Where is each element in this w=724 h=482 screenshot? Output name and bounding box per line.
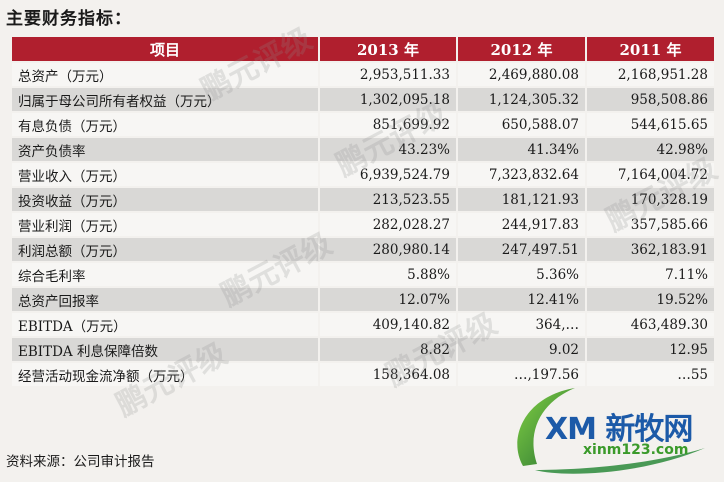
cell-2013: 1,302,095.18 [320, 88, 456, 111]
cell-2012: 1,124,305.32 [458, 88, 585, 111]
table-row: 经营活动现金流净额（万元） 158,364.08 …,197.56 …55 [12, 363, 714, 386]
table-row: 总资产回报率 12.07% 12.41% 19.52% [12, 288, 714, 311]
table-row: 营业收入（万元） 6,939,524.79 7,323,832.64 7,164… [12, 163, 714, 186]
cell-2011: 12.95 [587, 338, 714, 361]
row-label: 资产负债率 [12, 138, 318, 161]
section-title: 主要财务指标： [6, 9, 132, 29]
table-row: EBITDA（万元） 409,140.82 364,… 463,489.30 [12, 313, 714, 336]
table-row: 营业利润（万元） 282,028.27 244,917.83 357,585.6… [12, 213, 714, 236]
table-header-row: 项目 2013 年 2012 年 2011 年 [12, 37, 714, 61]
row-label: 有息负债（万元） [12, 113, 318, 136]
cell-2011: 170,328.19 [587, 188, 714, 211]
header-item: 项目 [12, 37, 318, 61]
cell-2011: …55 [587, 363, 714, 386]
cell-2011: 7,164,004.72 [587, 163, 714, 186]
cell-2011: 7.11% [587, 263, 714, 286]
cell-2011: 19.52% [587, 288, 714, 311]
row-label: 营业利润（万元） [12, 213, 318, 236]
cell-2012: 7,323,832.64 [458, 163, 585, 186]
row-label: 经营活动现金流净额（万元） [12, 363, 318, 386]
cell-2013: 158,364.08 [320, 363, 456, 386]
financial-indicators-table: 项目 2013 年 2012 年 2011 年 总资产（万元） 2,953,51… [10, 35, 716, 388]
table-row: 投资收益（万元） 213,523.55 181,121.93 170,328.1… [12, 188, 714, 211]
header-2011: 2011 年 [587, 37, 714, 61]
row-label: 营业收入（万元） [12, 163, 318, 186]
site-logo: XM 新牧网 xinm123.com [505, 378, 717, 478]
table-row: 总资产（万元） 2,953,511.33 2,469,880.08 2,168,… [12, 63, 714, 86]
cell-2011: 958,508.86 [587, 88, 714, 111]
cell-2012: 2,469,880.08 [458, 63, 585, 86]
cell-2012: 181,121.93 [458, 188, 585, 211]
table-row: 利润总额（万元） 280,980.14 247,497.51 362,183.9… [12, 238, 714, 261]
logo-brand: XM 新牧网 [545, 412, 693, 447]
header-2013: 2013 年 [320, 37, 456, 61]
row-label: 归属于母公司所有者权益（万元） [12, 88, 318, 111]
cell-2011: 357,585.66 [587, 213, 714, 236]
cell-2013: 12.07% [320, 288, 456, 311]
cell-2013: 5.88% [320, 263, 456, 286]
cell-2012: 247,497.51 [458, 238, 585, 261]
cell-2013: 409,140.82 [320, 313, 456, 336]
financial-table-wrapper: 项目 2013 年 2012 年 2011 年 总资产（万元） 2,953,51… [10, 35, 714, 388]
table-row: EBITDA 利息保障倍数 8.82 9.02 12.95 [12, 338, 714, 361]
table-row: 资产负债率 43.23% 41.34% 42.98% [12, 138, 714, 161]
cell-2013: 8.82 [320, 338, 456, 361]
cell-2011: 42.98% [587, 138, 714, 161]
cell-2011: 2,168,951.28 [587, 63, 714, 86]
cell-2013: 213,523.55 [320, 188, 456, 211]
cell-2012: 12.41% [458, 288, 585, 311]
cell-2011: 362,183.91 [587, 238, 714, 261]
source-note: 资料来源：公司审计报告 [6, 454, 155, 470]
row-label: 总资产回报率 [12, 288, 318, 311]
cell-2012: 9.02 [458, 338, 585, 361]
cell-2011: 544,615.65 [587, 113, 714, 136]
row-label: 利润总额（万元） [12, 238, 318, 261]
logo-site: xinm123.com [583, 442, 689, 458]
cell-2013: 282,028.27 [320, 213, 456, 236]
row-label: 综合毛利率 [12, 263, 318, 286]
cell-2012: 41.34% [458, 138, 585, 161]
table-row: 有息负债（万元） 851,699.92 650,588.07 544,615.6… [12, 113, 714, 136]
cell-2013: 851,699.92 [320, 113, 456, 136]
row-label: 总资产（万元） [12, 63, 318, 86]
row-label: 投资收益（万元） [12, 188, 318, 211]
cell-2013: 6,939,524.79 [320, 163, 456, 186]
cell-2012: 364,… [458, 313, 585, 336]
cell-2012: 650,588.07 [458, 113, 585, 136]
logo-swoosh-icon [517, 388, 705, 474]
row-label: EBITDA（万元） [12, 313, 318, 336]
cell-2011: 463,489.30 [587, 313, 714, 336]
cell-2013: 280,980.14 [320, 238, 456, 261]
cell-2012: 244,917.83 [458, 213, 585, 236]
cell-2013: 2,953,511.33 [320, 63, 456, 86]
header-2012: 2012 年 [458, 37, 585, 61]
cell-2012: 5.36% [458, 263, 585, 286]
table-row: 归属于母公司所有者权益（万元） 1,302,095.18 1,124,305.3… [12, 88, 714, 111]
cell-2013: 43.23% [320, 138, 456, 161]
table-row: 综合毛利率 5.88% 5.36% 7.11% [12, 263, 714, 286]
cell-2012: …,197.56 [458, 363, 585, 386]
row-label: EBITDA 利息保障倍数 [12, 338, 318, 361]
